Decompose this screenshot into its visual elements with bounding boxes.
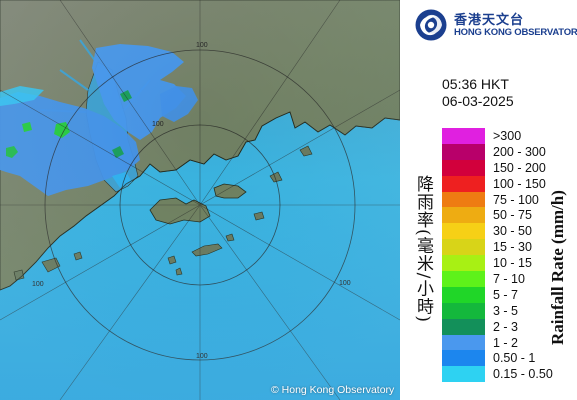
legend-label: 150 - 200 — [493, 160, 546, 175]
observation-time: 05:36 HKT — [442, 76, 509, 92]
legend-label: 3 - 5 — [493, 303, 519, 318]
legend-swatch — [442, 286, 485, 303]
legend-swatch — [442, 175, 485, 192]
radar-map-svg: 100 100 100 100 100 — [0, 0, 400, 400]
legend-label: 0.50 - 1 — [493, 351, 536, 366]
hko-logo: 香港天文台 HONG KONG OBSERVATORY — [414, 8, 577, 42]
legend-label: 5 - 7 — [493, 287, 519, 302]
legend-swatch — [442, 271, 485, 287]
radar-map: 100 100 100 100 100 © Hong Kong Observat… — [0, 0, 400, 400]
legend-swatch — [442, 255, 485, 272]
legend-label: 7 - 10 — [493, 272, 525, 287]
legend-label: 15 - 30 — [493, 240, 532, 255]
legend-title-zh: 降雨率(毫米/小時) — [413, 175, 433, 323]
map-copyright: © Hong Kong Observatory — [271, 384, 395, 396]
legend-panel: 香港天文台 HONG KONG OBSERVATORY 05:36 HKT 06… — [400, 0, 577, 400]
legend-label: 75 - 100 — [493, 192, 539, 207]
org-name-en: HONG KONG OBSERVATORY — [454, 27, 577, 38]
legend-swatch — [442, 366, 485, 383]
legend-label: 10 - 15 — [493, 256, 532, 271]
legend-title-en: Rainfall Rate (mm/h) — [548, 190, 567, 345]
legend-label: 30 - 50 — [493, 224, 532, 239]
legend-swatch — [442, 191, 485, 208]
legend-swatch — [442, 318, 485, 335]
legend-swatch — [442, 159, 485, 176]
legend-swatch — [442, 143, 485, 160]
legend-swatch — [442, 223, 485, 240]
legend-swatch — [442, 128, 485, 144]
legend-label: 200 - 300 — [493, 144, 546, 159]
legend-swatch — [442, 334, 485, 351]
hko-swirl-logo-icon — [415, 9, 447, 41]
org-name-zh: 香港天文台 — [454, 13, 525, 28]
legend-swatch — [442, 207, 485, 224]
legend-swatch — [442, 302, 485, 319]
map-haze-overlay — [0, 0, 400, 400]
legend-label: 2 - 3 — [493, 319, 519, 334]
legend-label: 100 - 150 — [493, 176, 546, 191]
legend-label: 50 - 75 — [493, 208, 532, 223]
legend-swatch — [442, 239, 485, 256]
observation-date: 06-03-2025 — [442, 93, 514, 109]
legend-label: 1 - 2 — [493, 335, 519, 350]
legend-label: 0.15 - 0.50 — [493, 367, 553, 382]
legend-swatch — [442, 350, 485, 367]
legend-label: >300 — [493, 129, 522, 143]
